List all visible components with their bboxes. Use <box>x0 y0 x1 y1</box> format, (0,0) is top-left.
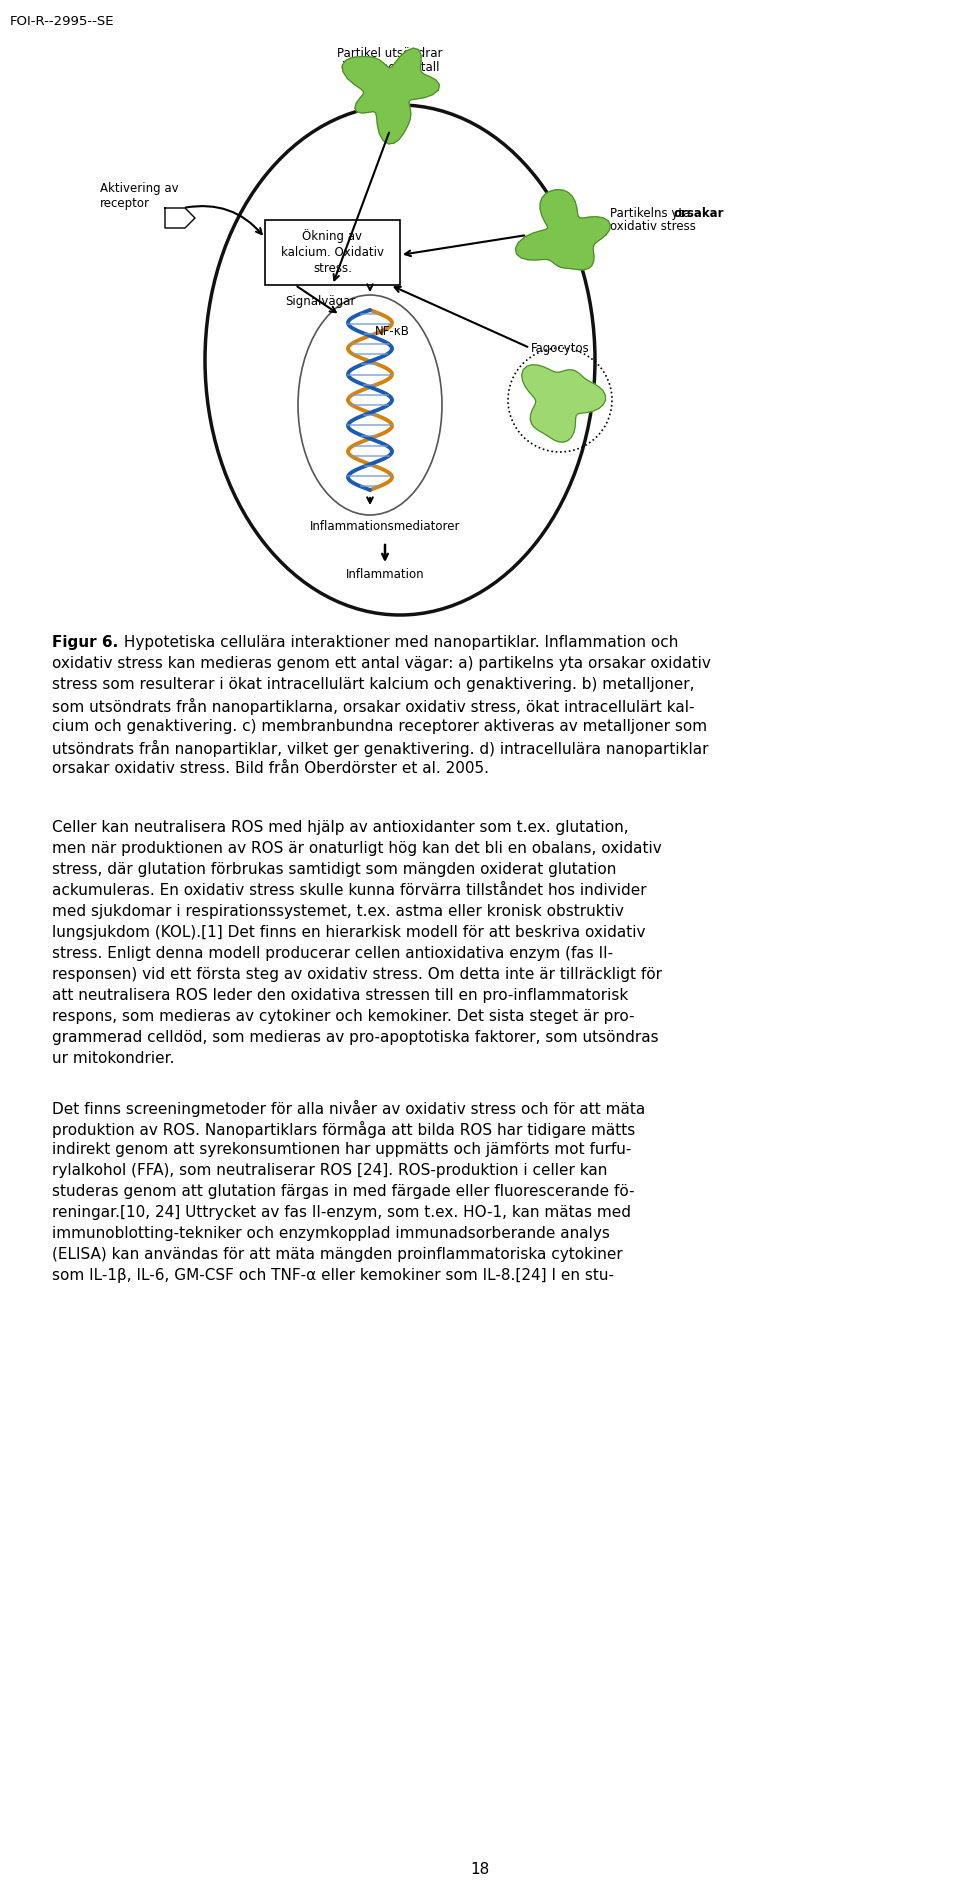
Text: rylalkohol (FFA), som neutraliserar ROS [24]. ROS-produktion i celler kan: rylalkohol (FFA), som neutraliserar ROS … <box>52 1163 608 1178</box>
Polygon shape <box>521 365 606 442</box>
Text: cium och genaktivering. c) membranbundna receptorer aktiveras av metalljoner som: cium och genaktivering. c) membranbundna… <box>52 719 708 734</box>
Text: immunoblotting-tekniker och enzymkopplad immunadsorberande analys: immunoblotting-tekniker och enzymkopplad… <box>52 1225 610 1240</box>
Polygon shape <box>343 49 440 143</box>
Text: Inflammation: Inflammation <box>346 568 424 582</box>
Text: studeras genom att glutation färgas in med färgade eller fluorescerande fö-: studeras genom att glutation färgas in m… <box>52 1184 635 1199</box>
Text: Inflammationsmediatorer: Inflammationsmediatorer <box>310 519 460 533</box>
Text: men när produktionen av ROS är onaturligt hög kan det bli en obalans, oxidativ: men när produktionen av ROS är onaturlig… <box>52 841 661 856</box>
Text: respons, som medieras av cytokiner och kemokiner. Det sista steget är pro-: respons, som medieras av cytokiner och k… <box>52 1009 635 1024</box>
Text: som utsöndrats från nanopartiklarna, orsakar oxidativ stress, ökat intracellulär: som utsöndrats från nanopartiklarna, ors… <box>52 698 694 715</box>
Text: ur mitokondrier.: ur mitokondrier. <box>52 1050 175 1065</box>
FancyBboxPatch shape <box>265 220 400 284</box>
Text: utsöndrats från nanopartiklar, vilket ger genaktivering. d) intracellulära nanop: utsöndrats från nanopartiklar, vilket ge… <box>52 740 708 757</box>
Text: Ökning av
kalcium. Oxidativ
stress.: Ökning av kalcium. Oxidativ stress. <box>281 230 384 275</box>
Text: Aktivering av
receptor: Aktivering av receptor <box>100 183 179 211</box>
Text: orsakar oxidativ stress. Bild från Oberdörster et al. 2005.: orsakar oxidativ stress. Bild från Oberd… <box>52 760 489 775</box>
Text: Fagocytos: Fagocytos <box>531 343 589 356</box>
Text: NF-κB: NF-κB <box>375 326 410 339</box>
Text: FOI-R--2995--SE: FOI-R--2995--SE <box>10 15 114 28</box>
Text: lungsjukdom (KOL).[1] Det finns en hierarkisk modell för att beskriva oxidativ: lungsjukdom (KOL).[1] Det finns en hiera… <box>52 924 645 939</box>
Text: ackumuleras. En oxidativ stress skulle kunna förvärra tillståndet hos individer: ackumuleras. En oxidativ stress skulle k… <box>52 883 647 898</box>
Text: grammerad celldöd, som medieras av pro-apoptotiska faktorer, som utsöndras: grammerad celldöd, som medieras av pro-a… <box>52 1029 659 1045</box>
Text: responsen) vid ett första steg av oxidativ stress. Om detta inte är tillräckligt: responsen) vid ett första steg av oxidat… <box>52 967 662 982</box>
Text: stress, där glutation förbrukas samtidigt som mängden oxiderat glutation: stress, där glutation förbrukas samtidig… <box>52 862 616 877</box>
Text: 18: 18 <box>470 1861 490 1876</box>
Text: Celler kan neutralisera ROS med hjälp av antioxidanter som t.ex. glutation,: Celler kan neutralisera ROS med hjälp av… <box>52 821 629 836</box>
Text: stress. Enligt denna modell producerar cellen antioxidativa enzym (fas II-: stress. Enligt denna modell producerar c… <box>52 947 613 962</box>
Text: oxidativ stress: oxidativ stress <box>610 220 696 233</box>
Text: Partikel utsöndrar: Partikel utsöndrar <box>337 47 443 60</box>
Text: produktion av ROS. Nanopartiklars förmåga att bilda ROS har tidigare mätts: produktion av ROS. Nanopartiklars förmåg… <box>52 1122 636 1139</box>
Text: Partikelns yta: Partikelns yta <box>610 207 694 220</box>
Text: indirekt genom att syrekonsumtionen har uppmätts och jämförts mot furfu-: indirekt genom att syrekonsumtionen har … <box>52 1142 632 1157</box>
Text: med sjukdomar i respirationssystemet, t.ex. astma eller kronisk obstruktiv: med sjukdomar i respirationssystemet, t.… <box>52 903 624 918</box>
Text: Figur 6.: Figur 6. <box>52 634 118 649</box>
Text: att neutralisera ROS leder den oxidativa stressen till en pro-inflammatorisk: att neutralisera ROS leder den oxidativa… <box>52 988 628 1003</box>
Text: orsakar: orsakar <box>673 207 724 220</box>
Text: Det finns screeningmetoder för alla nivåer av oxidativ stress och för att mäta: Det finns screeningmetoder för alla nivå… <box>52 1099 645 1118</box>
Text: reningar.[10, 24] Uttrycket av fas II-enzym, som t.ex. HO-1, kan mätas med: reningar.[10, 24] Uttrycket av fas II-en… <box>52 1204 631 1220</box>
Polygon shape <box>165 209 195 228</box>
Text: övergångsmetall: övergångsmetall <box>340 60 440 73</box>
Text: som IL-1β, IL-6, GM-CSF och TNF-α eller kemokiner som IL-8.[24] I en stu-: som IL-1β, IL-6, GM-CSF och TNF-α eller … <box>52 1268 614 1284</box>
Text: Signalvägar: Signalvägar <box>285 295 355 309</box>
Text: Hypotetiska cellulära interaktioner med nanopartiklar. Inflammation och: Hypotetiska cellulära interaktioner med … <box>119 634 679 649</box>
Text: stress som resulterar i ökat intracellulärt kalcium och genaktivering. b) metall: stress som resulterar i ökat intracellul… <box>52 678 694 693</box>
Polygon shape <box>516 190 611 269</box>
Text: (ELISA) kan användas för att mäta mängden proinflammatoriska cytokiner: (ELISA) kan användas för att mäta mängde… <box>52 1248 623 1263</box>
Text: oxidativ stress kan medieras genom ett antal vägar: a) partikelns yta orsakar ox: oxidativ stress kan medieras genom ett a… <box>52 657 710 672</box>
